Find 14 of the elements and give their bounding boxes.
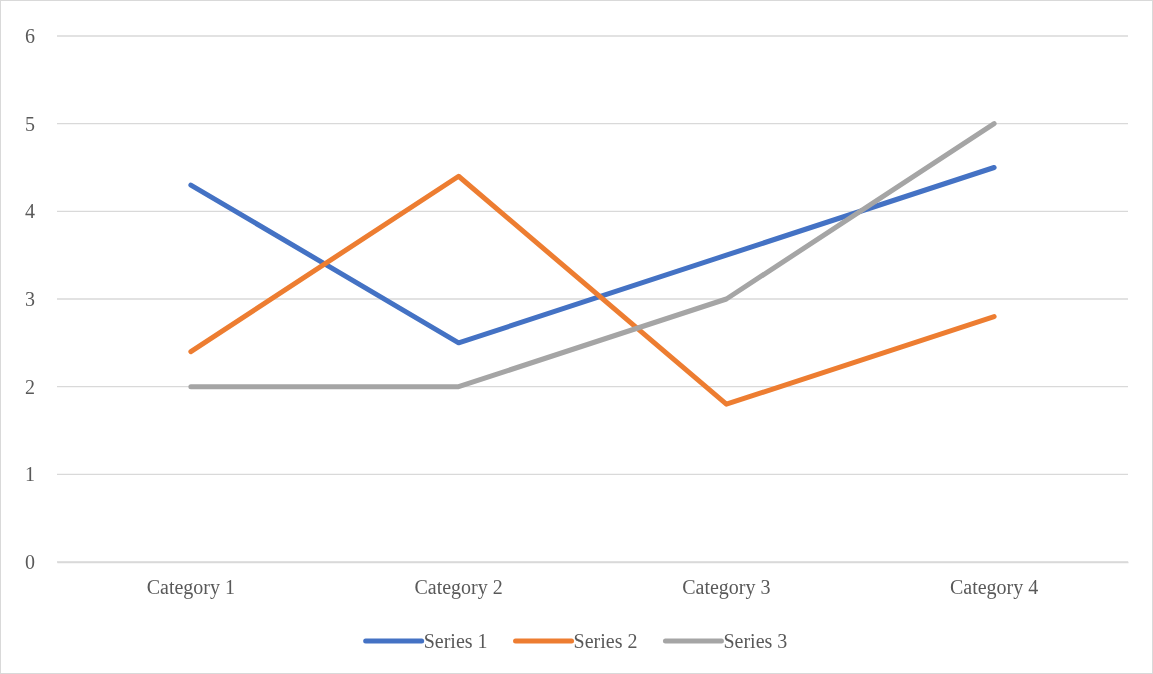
legend-label: Series 2 <box>573 630 638 652</box>
y-tick-label: 0 <box>25 550 35 573</box>
y-tick-label: 6 <box>25 24 35 47</box>
y-tick-label: 5 <box>25 112 35 135</box>
legend-label: Series 1 <box>423 630 488 652</box>
y-tick-label: 4 <box>25 200 35 223</box>
legend-label: Series 3 <box>723 630 788 652</box>
y-tick-label: 1 <box>25 463 35 486</box>
x-tick-label: Category 2 <box>414 576 503 600</box>
y-tick-label: 2 <box>25 375 35 398</box>
x-tick-label: Category 4 <box>949 576 1039 600</box>
y-tick-label: 3 <box>25 287 35 310</box>
x-tick-label: Category 1 <box>146 576 236 600</box>
x-tick-label: Category 3 <box>682 576 771 600</box>
